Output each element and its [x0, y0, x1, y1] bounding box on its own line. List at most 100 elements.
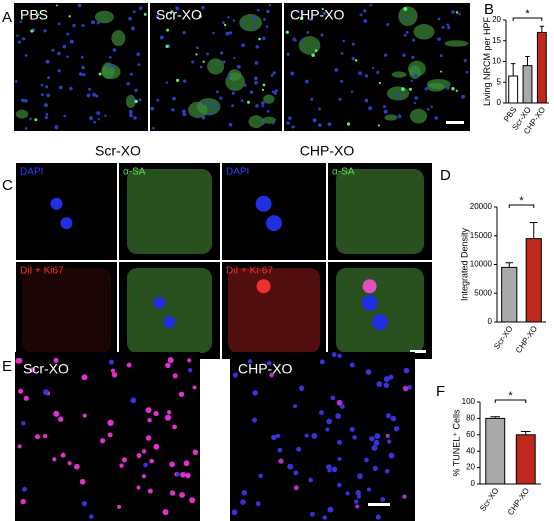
image-label: CHP-XO	[290, 7, 345, 23]
nucleus	[231, 509, 238, 516]
cell	[391, 71, 407, 78]
nucleus	[277, 447, 283, 453]
cell	[94, 10, 114, 24]
nucleus	[223, 23, 227, 27]
cell	[263, 94, 275, 104]
significance-label: *	[525, 8, 530, 20]
nucleus	[274, 89, 278, 93]
nucleus	[337, 482, 342, 488]
nucleus	[261, 104, 265, 108]
nucleus	[463, 58, 467, 63]
nucleus	[336, 399, 343, 406]
nucleus	[129, 72, 133, 76]
nucleus	[175, 78, 180, 82]
nucleus	[60, 217, 73, 230]
channel-label: DiI + Ki-67	[226, 266, 273, 277]
channel-label: DAPI	[226, 167, 249, 178]
nucleus	[376, 381, 383, 387]
nucleus	[93, 120, 97, 124]
y-tick-label: 20	[492, 15, 501, 24]
y-tick-label: 15000	[470, 231, 493, 240]
nucleus	[363, 9, 367, 13]
nucleus	[192, 449, 199, 456]
nucleus	[72, 23, 76, 28]
y-tick-label: 10	[492, 57, 501, 66]
nucleus	[243, 83, 247, 87]
nucleus	[240, 99, 244, 103]
nucleus	[50, 197, 63, 210]
nucleus	[241, 490, 247, 496]
nucleus	[266, 110, 270, 113]
channel-label: α-SA	[332, 167, 355, 178]
cell	[239, 14, 262, 32]
nucleus	[319, 410, 324, 415]
cell	[262, 116, 276, 124]
y-tick-label: 0	[471, 479, 476, 488]
nucleus	[206, 52, 209, 56]
nucleus	[68, 15, 71, 18]
panel-letter: C	[2, 177, 13, 194]
nucleus	[293, 404, 298, 409]
nucleus	[147, 417, 152, 423]
nucleus	[266, 215, 282, 232]
nucleus	[383, 376, 390, 383]
nucleus	[222, 21, 226, 25]
error-bar	[539, 25, 545, 33]
cell	[408, 60, 426, 77]
nucleus	[383, 104, 387, 109]
nucleus	[153, 410, 159, 417]
nucleus	[14, 80, 18, 83]
nucleus	[290, 71, 295, 76]
nucleus	[29, 117, 32, 121]
nucleus	[131, 26, 135, 31]
nucleus	[240, 499, 246, 505]
nucleus	[136, 52, 140, 56]
nucleus	[169, 490, 176, 496]
nucleus	[374, 433, 381, 440]
y-tick-label: 100	[462, 397, 476, 406]
y-tick-label: 5000	[474, 288, 492, 297]
nucleus	[172, 424, 178, 430]
nucleus	[300, 10, 304, 14]
nucleus	[166, 11, 169, 15]
nucleus	[86, 93, 91, 98]
cell	[207, 58, 225, 75]
nucleus	[386, 23, 390, 27]
nucleus	[21, 98, 25, 103]
nucleus	[107, 65, 111, 69]
nucleus	[232, 19, 236, 22]
nucleus	[363, 19, 368, 23]
nucleus	[40, 93, 44, 97]
nucleus	[195, 46, 199, 50]
error-bar	[490, 416, 500, 419]
nucleus	[57, 69, 61, 73]
nucleus	[447, 26, 451, 30]
nucleus	[45, 85, 49, 89]
nucleus	[47, 76, 51, 80]
nucleus	[325, 427, 330, 432]
nucleus	[254, 80, 258, 85]
cell	[426, 78, 451, 90]
nucleus	[60, 452, 66, 458]
nucleus	[364, 457, 369, 463]
panel-letter: A	[2, 9, 12, 26]
bar	[525, 238, 542, 323]
nucleus	[384, 468, 390, 474]
y-axis-label: Integrated Density	[459, 227, 469, 301]
nucleus	[410, 79, 414, 83]
nucleus	[340, 52, 344, 55]
nucleus	[359, 13, 363, 17]
nucleus	[402, 494, 407, 499]
nucleus	[287, 116, 292, 120]
nucleus	[129, 113, 133, 118]
nucleus	[166, 410, 172, 415]
nucleus	[361, 294, 378, 311]
y-tick-label: 20	[466, 463, 475, 472]
channel-label: α-SA	[123, 167, 146, 178]
nucleus	[78, 72, 83, 76]
nucleus	[201, 115, 206, 120]
nucleus	[225, 31, 230, 36]
nucleus	[219, 96, 223, 100]
nucleus	[300, 39, 304, 43]
nucleus	[159, 35, 164, 40]
